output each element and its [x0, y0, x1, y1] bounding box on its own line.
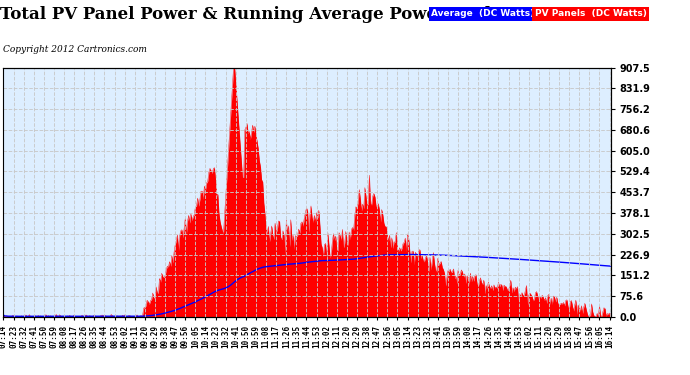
Text: Average  (DC Watts): Average (DC Watts): [431, 9, 535, 18]
Text: Total PV Panel Power & Running Average Power Wed Nov 7 16:18: Total PV Panel Power & Running Average P…: [0, 6, 608, 22]
Text: PV Panels  (DC Watts): PV Panels (DC Watts): [535, 9, 647, 18]
Text: Copyright 2012 Cartronics.com: Copyright 2012 Cartronics.com: [3, 45, 148, 54]
